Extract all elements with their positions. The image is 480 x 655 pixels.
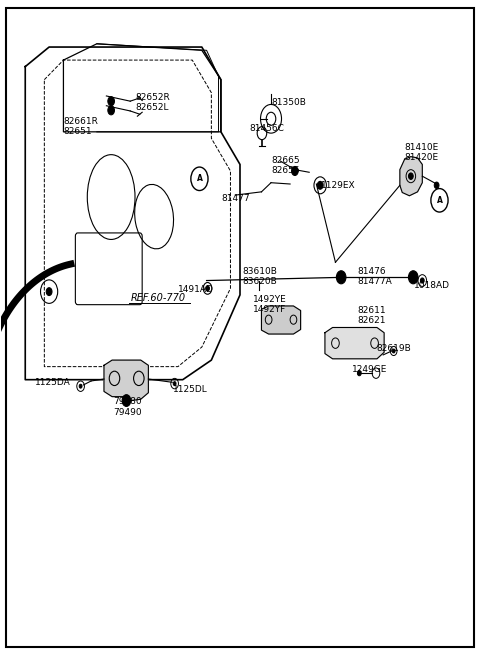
Circle shape	[108, 105, 115, 115]
Circle shape	[358, 371, 361, 376]
Text: 79480
79490: 79480 79490	[114, 398, 142, 417]
Circle shape	[317, 181, 323, 189]
Polygon shape	[262, 306, 300, 334]
Text: 1129EX: 1129EX	[321, 181, 356, 190]
Text: A: A	[196, 174, 203, 183]
Text: 1491AD: 1491AD	[178, 285, 214, 294]
Circle shape	[291, 166, 298, 176]
Text: 1492YE
1492YF: 1492YE 1492YF	[253, 295, 287, 314]
Circle shape	[392, 349, 395, 353]
Text: 1249GE: 1249GE	[352, 365, 387, 375]
Text: A: A	[436, 196, 443, 205]
Text: 81456C: 81456C	[250, 124, 285, 133]
Circle shape	[434, 182, 439, 189]
Text: 1018AD: 1018AD	[414, 280, 450, 290]
Polygon shape	[325, 328, 384, 359]
Text: 1125DA: 1125DA	[35, 379, 71, 388]
Text: 81410E
81420E: 81410E 81420E	[405, 143, 439, 162]
Text: 82611
82621: 82611 82621	[357, 306, 385, 326]
Text: 81350B: 81350B	[271, 98, 306, 107]
Polygon shape	[104, 360, 148, 402]
Circle shape	[122, 395, 131, 406]
Text: 82652R
82652L: 82652R 82652L	[135, 93, 170, 112]
Text: 82665
82655: 82665 82655	[271, 156, 300, 176]
Circle shape	[408, 173, 413, 179]
Text: 81476
81477A: 81476 81477A	[357, 267, 392, 286]
Circle shape	[205, 286, 209, 291]
Text: 1125DL: 1125DL	[173, 385, 208, 394]
Circle shape	[46, 288, 52, 295]
Text: 82619B: 82619B	[376, 344, 411, 353]
Polygon shape	[400, 157, 422, 196]
Circle shape	[420, 278, 424, 283]
Text: REF.60-770: REF.60-770	[130, 293, 185, 303]
Text: 83610B
83620B: 83610B 83620B	[242, 267, 277, 286]
Circle shape	[173, 382, 176, 386]
Text: 82661R
82651: 82661R 82651	[63, 117, 98, 136]
Circle shape	[336, 271, 346, 284]
Circle shape	[79, 384, 82, 388]
Circle shape	[408, 271, 418, 284]
Circle shape	[108, 97, 115, 105]
Text: 81477: 81477	[221, 194, 250, 203]
